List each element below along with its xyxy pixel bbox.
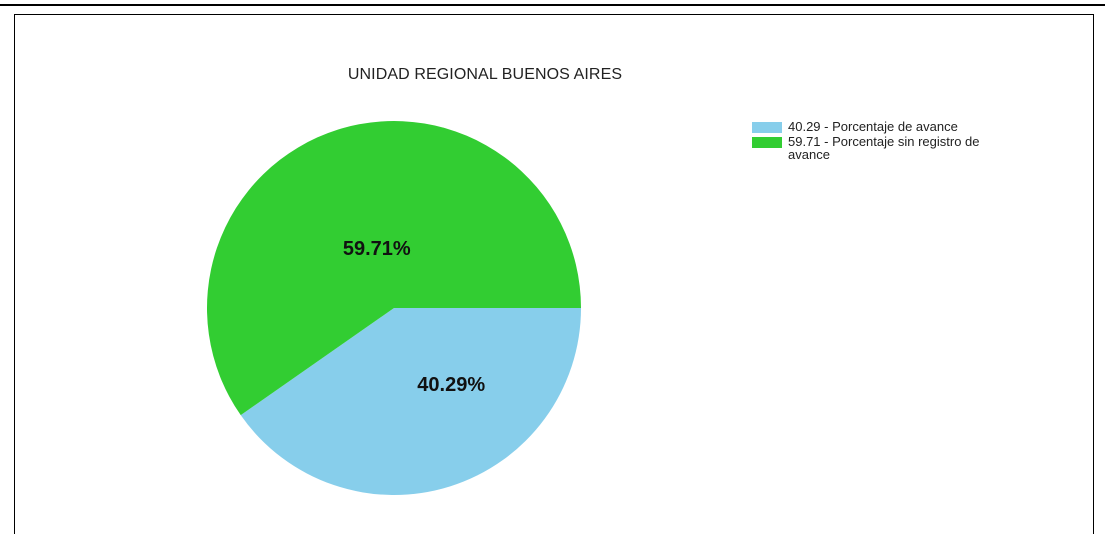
chart-title: UNIDAD REGIONAL BUENOS AIRES [347, 66, 623, 83]
legend-label-avance: 40.29 - Porcentaje de avance [788, 119, 958, 134]
legend-item-avance: 40.29 - Porcentaje de avance [752, 120, 1062, 133]
pie-slice-sin-registro [207, 121, 581, 416]
pie-label-sin-registro: 59.71% [343, 238, 411, 260]
legend-swatch-sin-registro [752, 137, 782, 148]
pie-slices [207, 121, 581, 495]
legend-item-sin-registro: 59.71 - Porcentaje sin registro de avanc… [752, 135, 1062, 161]
pie-labels: 40.29% 59.71% [343, 238, 485, 396]
top-rule [0, 4, 1105, 6]
legend-swatch-avance [752, 122, 782, 133]
pie-slice-avance [240, 308, 581, 495]
chart-frame [14, 14, 1094, 534]
pie-label-avance: 40.29% [417, 374, 485, 396]
legend: 40.29 - Porcentaje de avance 59.71 - Por… [752, 120, 1062, 163]
legend-label-sin-registro: 59.71 - Porcentaje sin registro de avanc… [788, 134, 980, 162]
